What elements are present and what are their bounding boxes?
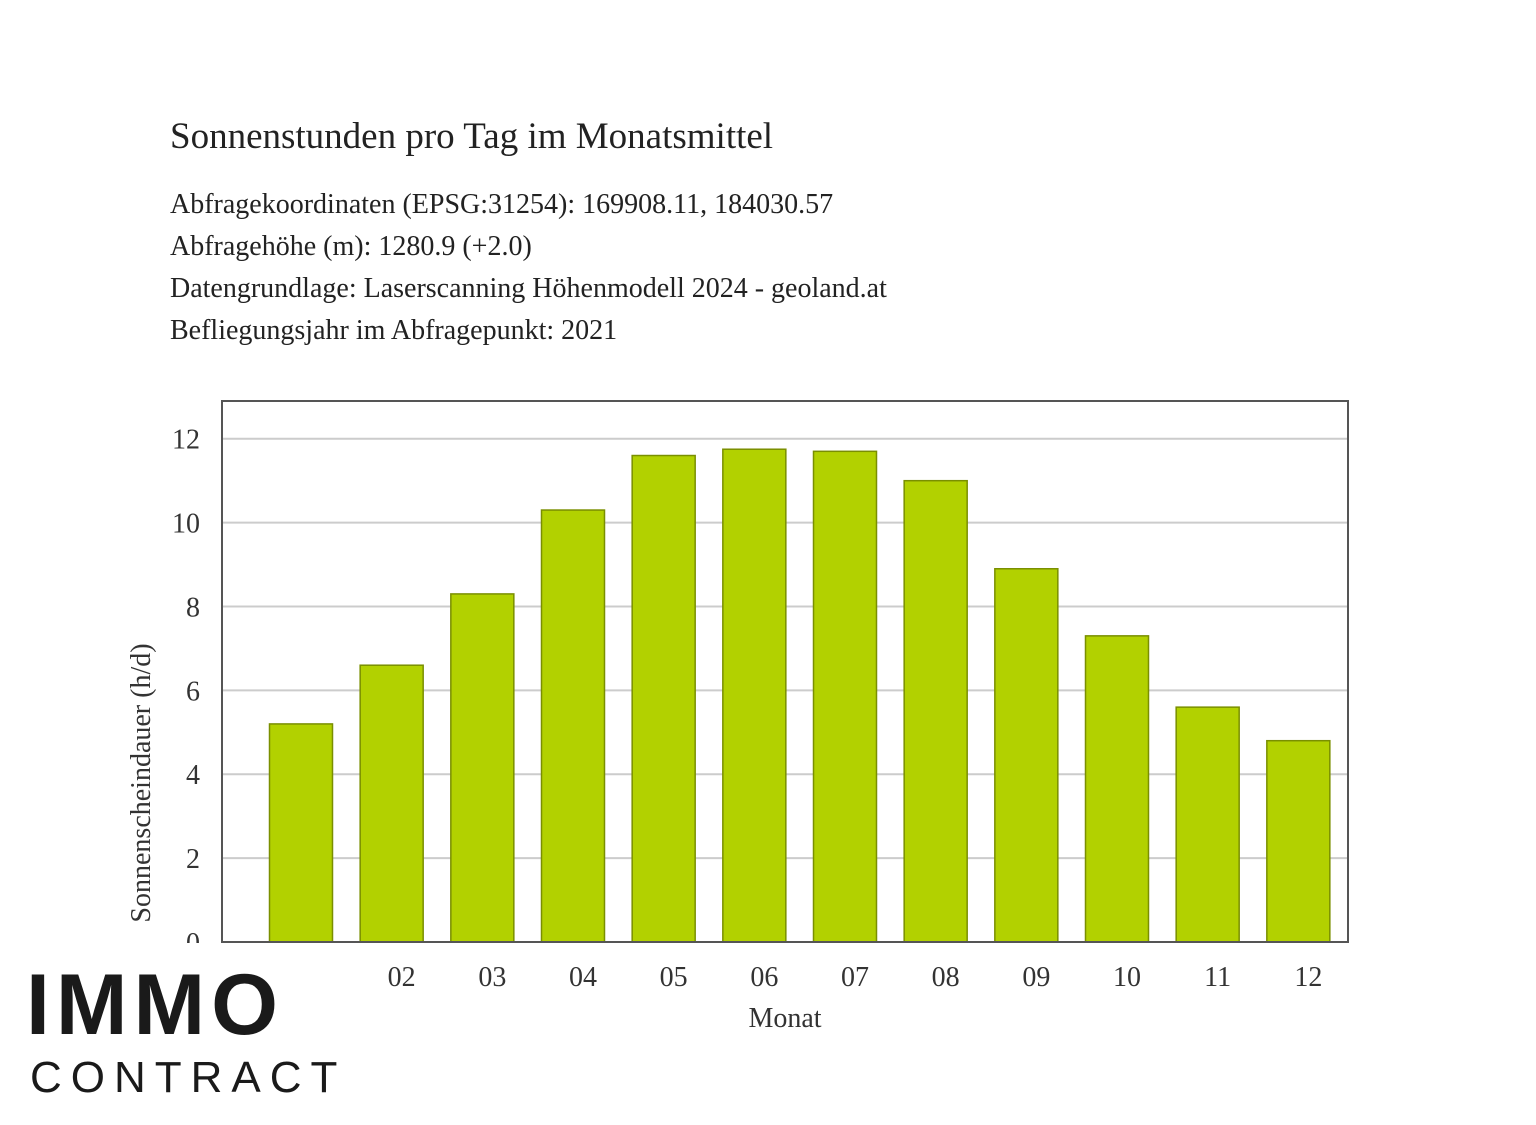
data-source: Datengrundlage: Laserscanning Höhenmodel… — [170, 273, 887, 304]
y-tick-label: 4 — [186, 760, 200, 791]
bar-month-11 — [1175, 706, 1240, 943]
bar-month-04 — [540, 509, 606, 943]
x-tick-label: 12 — [1294, 962, 1322, 993]
y-axis-label: Sonnenscheindauer (h/d) — [126, 643, 157, 922]
x-tick-label: 06 — [750, 962, 778, 993]
x-tick-labels: 010203040506070809101112 — [297, 962, 1322, 993]
y-tick-label: 12 — [172, 425, 200, 456]
chart-title: Sonnenstunden pro Tag im Monatsmittel — [170, 116, 774, 157]
x-tick-label: 11 — [1204, 962, 1231, 993]
x-tick-label: 09 — [1022, 962, 1050, 993]
y-tick-label: 10 — [172, 509, 200, 540]
bar-month-03 — [450, 593, 515, 943]
query-info: Abfragekoordinaten (EPSG:31254): 169908.… — [170, 184, 887, 352]
query-coordinates: Abfragekoordinaten (EPSG:31254): 169908.… — [170, 189, 834, 220]
x-tick-label: 10 — [1113, 962, 1141, 993]
bar-month-10 — [1084, 635, 1150, 943]
bar-month-02 — [359, 664, 424, 943]
logo-background — [0, 943, 384, 1125]
brand-logo-wordmark: IMMO — [26, 957, 285, 1053]
bar-month-06 — [722, 448, 787, 943]
bar-month-05 — [631, 454, 696, 943]
bar-month-07 — [812, 450, 878, 943]
bars — [268, 448, 1331, 943]
x-tick-label: 02 — [388, 962, 416, 993]
x-axis-label: Monat — [748, 1003, 821, 1034]
y-tick-labels: 024681012 — [172, 425, 200, 959]
y-tick-label: 2 — [186, 844, 200, 875]
x-tick-label: 07 — [841, 962, 869, 993]
bar-month-08 — [903, 479, 968, 943]
flight-year: Befliegungsjahr im Abfragepunkt: 2021 — [170, 315, 618, 346]
bar-month-01 — [268, 723, 334, 943]
bar-month-12 — [1266, 739, 1331, 943]
brand-logo-subline: CONTRACT — [30, 1053, 347, 1102]
bar-month-09 — [994, 568, 1059, 943]
x-tick-label: 03 — [478, 962, 506, 993]
x-tick-label: 08 — [932, 962, 960, 993]
x-tick-label: 05 — [660, 962, 688, 993]
plot-frame — [221, 400, 1349, 943]
x-tick-label: 04 — [569, 962, 597, 993]
y-tick-label: 8 — [186, 592, 200, 623]
y-tick-label: 6 — [186, 676, 200, 707]
query-height: Abfragehöhe (m): 1280.9 (+2.0) — [170, 231, 532, 262]
